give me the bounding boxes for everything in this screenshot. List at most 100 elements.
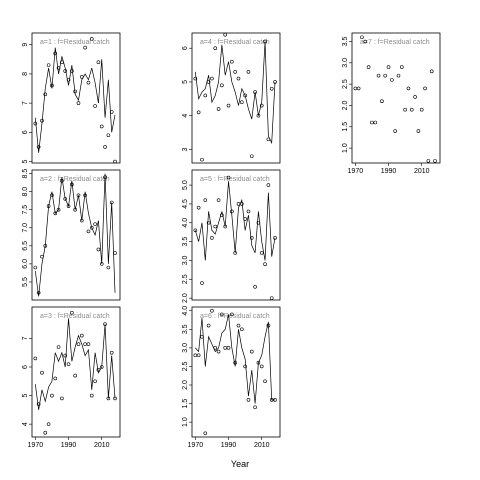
residual-point [419,107,424,112]
panel-title: a=7 : f=Residual catch [360,39,430,46]
panel: a=3 : f=Residual catch 4 5 6 7 1970 1990 2010 [22,306,121,449]
y-tick-label: 3.5 [182,237,189,247]
residual-point [63,69,68,73]
residual-point [193,76,198,81]
residual-point [33,356,38,361]
residual-point [99,262,104,266]
residual-point [259,364,264,369]
residual-point [249,154,254,159]
y-tick-label: 5.5 [22,277,29,287]
residual-point [83,193,87,198]
residual-point [109,350,114,355]
residual-point [413,95,417,99]
residual-point [236,202,241,206]
residual-point [223,32,228,37]
panel-title: a=1 : f=Residual catch [40,39,110,46]
x-axis-label: Year [231,459,249,469]
residual-point [106,265,111,270]
residual-point [393,129,397,133]
y-tick-label: 3.0 [342,58,349,68]
residual-point [56,66,61,70]
residual-point [433,159,437,163]
residual-point [109,200,114,205]
residual-point [230,209,234,214]
residual-point [246,398,251,402]
panel-title: a=2 : f=Residual catch [40,176,110,183]
residual-point [33,265,38,270]
y-tick-label: 7.5 [22,205,29,215]
residual-point [373,120,378,125]
panel: a=1 : f=Residual catch 5 6 7 8 9 [22,32,121,163]
residual-point [370,120,374,125]
residual-point [236,323,241,328]
residual-point [80,218,84,223]
residual-point [380,99,384,103]
y-tick-label: 8.0 [22,187,29,197]
residual-point [253,405,257,410]
x-tick-label: 1970 [28,442,44,449]
residual-point [233,251,237,255]
residual-point [103,145,107,149]
residual-point [256,113,261,118]
residual-point [60,179,64,183]
y-tick-label: 2.0 [182,380,189,390]
y-tick-label: 8 [22,72,29,76]
residual-point [253,90,257,94]
fit-line [194,41,276,145]
residual-point [73,89,77,94]
residual-point [43,92,48,97]
residual-point [66,77,71,82]
residual-point [403,107,407,112]
residual-point [230,312,234,317]
residual-point [193,228,198,233]
residual-point [240,100,244,105]
plot-frame [191,169,281,301]
residual-point [240,202,244,206]
residual-point [196,353,201,358]
residual-point [53,211,58,216]
residual-point [196,110,201,115]
y-tick-label: 2.5 [182,274,189,284]
residual-point [206,323,211,328]
y-tick-label: 2.0 [182,293,189,303]
residual-point [233,360,237,365]
residual-point [256,220,261,225]
residual-point [200,334,204,339]
panel: a=7 : f=Residual catch 1.0 1.5 2.0 2.5 3.0 3.5… [342,32,441,175]
y-tick-label: 6.0 [22,259,29,269]
y-tick-label: 1.0 [342,143,349,153]
residual-point [266,323,271,328]
residual-point [223,346,228,350]
residual-point [200,157,204,162]
y-tick-label: 9 [22,43,29,47]
residual-point [60,60,64,65]
residual-point [63,353,68,358]
residual-point [203,93,208,98]
residual-point [216,107,221,111]
residual-point [213,224,218,229]
residual-point [353,86,358,91]
panel: a=6 : f=Residual catch 1.0 1.5 2.0 2.5 3.0 3.5… [182,306,281,449]
residual-point [259,251,264,255]
residual-point [89,393,94,398]
residual-point [73,373,77,378]
residual-point [386,65,391,69]
y-tick-label: 5 [22,394,29,398]
residual-point [83,45,87,50]
residual-point [80,333,84,338]
residual-point [46,204,51,208]
residual-point [53,376,58,381]
residual-point [273,80,277,84]
residual-point [269,86,274,91]
residual-point [89,225,94,230]
y-tick-label: 3 [182,147,189,151]
residual-point [269,296,274,300]
residual-point [213,46,218,50]
panel: a=4 : f=Residual catch 3 4 5 6 [182,32,281,164]
residual-point [233,70,237,74]
residual-point [269,398,274,402]
residual-point [36,290,41,295]
residual-point [89,37,94,41]
residual-point [406,86,411,91]
